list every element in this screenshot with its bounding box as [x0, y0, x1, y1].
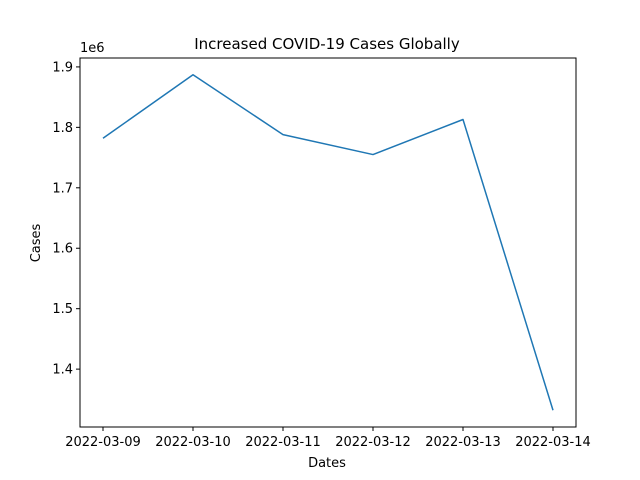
x-axis: 2022-03-09 2022-03-10 2022-03-11 2022-03-12… [65, 427, 591, 450]
x-axis-label: Dates [308, 456, 346, 471]
chart-title: Increased COVID-19 Cases Globally [194, 35, 460, 53]
y-offset-label: 1e6 [80, 41, 105, 56]
x-tick-label: 2022-03-10 [155, 435, 231, 450]
plot-area [102, 74, 554, 411]
y-tick-label: 1.5 [52, 302, 73, 317]
axes-frame [79, 57, 577, 428]
y-tick-label: 1.7 [52, 181, 73, 196]
y-tick-label: 1.4 [52, 363, 73, 378]
x-tick-label: 2022-03-09 [65, 435, 141, 450]
x-tick-label: 2022-03-12 [335, 435, 411, 450]
y-tick-label: 1.6 [52, 242, 73, 257]
x-tick-label: 2022-03-11 [245, 435, 321, 450]
y-axis-label: Cases [29, 223, 44, 262]
x-tick-label: 2022-03-13 [425, 435, 501, 450]
y-tick-label: 1.8 [52, 121, 73, 136]
y-tick-label: 1.9 [52, 60, 73, 75]
y-axis: 1.4 1.5 1.6 1.7 1.8 1.9 [52, 60, 80, 378]
series-line-0 [102, 74, 554, 411]
x-tick-label: 2022-03-14 [515, 435, 591, 450]
